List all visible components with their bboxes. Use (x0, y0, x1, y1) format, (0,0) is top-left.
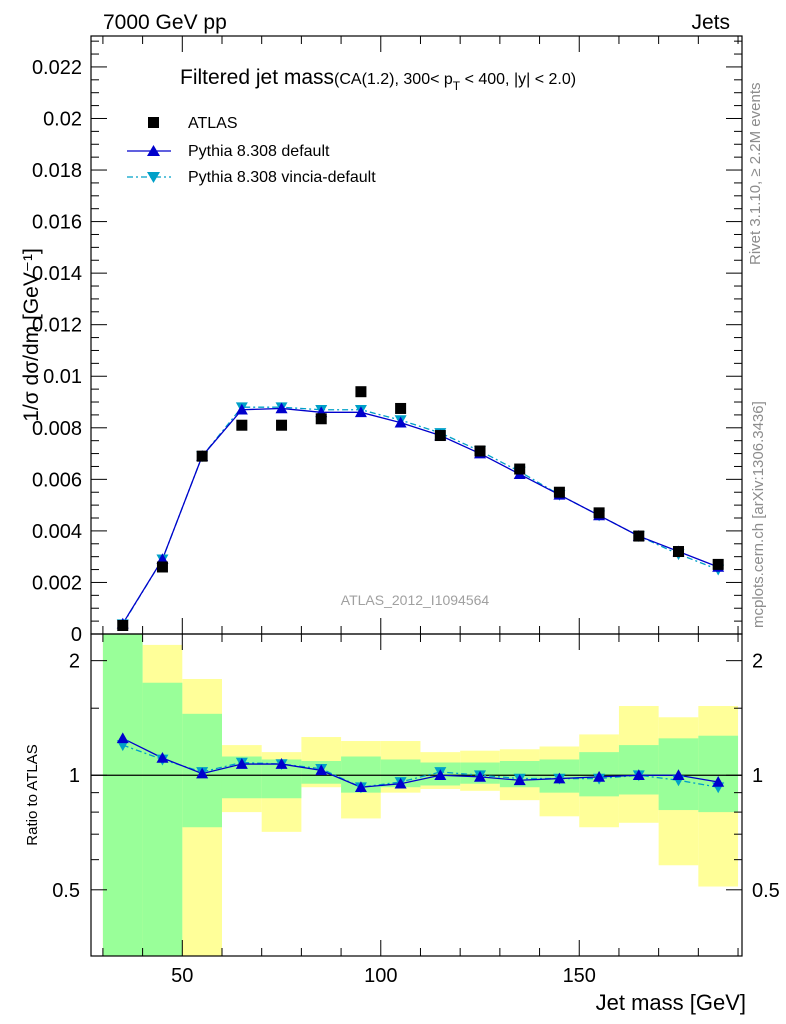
atlas-point (672, 546, 684, 558)
main-y-tick-label: 0.02 (43, 108, 82, 130)
axes: 0 0.002 0.004 0.006 0.008 0.01 0.012 0.014 0.016… (32, 36, 780, 987)
atlas-point (553, 486, 565, 498)
main-y-tick-label: 0.014 (32, 263, 82, 285)
default-line (122, 407, 719, 625)
ratio-default-point (315, 764, 328, 776)
ratio-default-point (434, 769, 447, 781)
ratio-default-line (122, 737, 719, 788)
band-inner-15 (698, 735, 739, 813)
ratio-vincia-line (122, 744, 719, 788)
band-inner-1 (142, 682, 183, 956)
ratio-default-point (354, 781, 367, 793)
ratio-y-tick-label-right: 2 (752, 651, 763, 673)
default-point (394, 416, 407, 428)
x-axis-label: Jet mass [GeV] (596, 990, 746, 1015)
atlas-point (355, 386, 367, 398)
ratio-y-tick-label-right: 1 (752, 765, 763, 787)
atlas-point (196, 450, 208, 462)
legend-vincia-marker (147, 172, 160, 183)
main-y-tick-label: 0.016 (32, 212, 82, 234)
legend-default-label: Pythia 8.308 default (188, 143, 330, 160)
main-y-tick-label: 0.018 (32, 160, 82, 182)
ratio-y-tick-label-right: 0.5 (752, 880, 780, 902)
atlas-point (514, 463, 526, 475)
analysis-watermark: ATLAS_2012_I1094564 (341, 592, 490, 608)
ratio-default-point (235, 758, 248, 769)
header-left: 7000 GeV pp (103, 11, 227, 34)
atlas-point (276, 419, 288, 431)
legend-default-marker (147, 145, 160, 156)
ratio-y-tick-label-left: 1 (69, 765, 80, 787)
ratio-default-point (513, 774, 526, 786)
legend-atlas-marker (148, 117, 159, 128)
default-point (354, 406, 367, 418)
ratio-default-point (394, 777, 407, 789)
default-point (235, 403, 248, 415)
x-tick-label: 50 (171, 965, 193, 987)
main-y-tick-label: 0.01 (43, 366, 82, 388)
ratio-default-point (593, 770, 606, 782)
ratio-default-point (553, 772, 566, 784)
ratio-bands (102, 634, 739, 956)
ratio-plot-frame (90, 633, 743, 957)
main-y-tick-label: 0.004 (32, 521, 82, 543)
main-y-tick-label: 0.012 (32, 315, 82, 337)
ratio-default-point (672, 769, 685, 781)
band-inner-0 (102, 634, 143, 956)
ratio-default-point (632, 769, 645, 781)
atlas-point (117, 619, 129, 631)
ratio-default-point (712, 775, 725, 787)
main-y-tick-label: 0.006 (32, 469, 82, 491)
ratio-default-point (116, 732, 129, 744)
vincia-line (122, 406, 719, 625)
main-y-tick-label: 0.002 (32, 572, 82, 594)
ratio-y-tick-label-left: 0.5 (52, 880, 80, 902)
atlas-point (712, 558, 724, 570)
atlas-point (395, 402, 407, 414)
ratio-default-point (196, 767, 209, 779)
main-y-tick-label: 0.022 (32, 57, 82, 79)
chart-marks (91, 386, 742, 794)
atlas-point (236, 419, 248, 431)
mcplots-label: mcplots.cern.ch [arXiv:1306.3436] (750, 401, 767, 628)
legend-atlas-label: ATLAS (188, 115, 238, 132)
main-y-tick-label: 0 (71, 624, 82, 646)
ratio-y-tick-label-left: 2 (69, 651, 80, 673)
atlas-point (315, 413, 327, 425)
atlas-point (633, 530, 645, 542)
rivet-version-label: Rivet 3.1.10, ≥ 2.2M events (747, 83, 764, 266)
main-y-tick-label: 0.008 (32, 418, 82, 440)
atlas-point (593, 507, 605, 519)
atlas-point (434, 430, 446, 442)
ratio-default-point (156, 751, 169, 763)
atlas-point (156, 561, 168, 573)
default-point (275, 402, 288, 414)
atlas-point (474, 445, 486, 457)
plot-title: Filtered jet mass(CA(1.2), 300< pT < 400… (180, 66, 576, 93)
legend: ATLAS Pythia 8.308 default Pythia 8.308 … (127, 115, 376, 186)
ratio-y-axis-label: Ratio to ATLAS (24, 744, 41, 845)
ratio-default-point (474, 770, 487, 782)
default-point (156, 553, 169, 565)
x-tick-label: 100 (364, 965, 397, 987)
x-tick-label: 150 (563, 965, 596, 987)
ratio-default-point (275, 758, 288, 769)
main-y-axis-label: 1/σ dσ/dm [GeV⁻¹] (20, 248, 43, 422)
header-right: Jets (691, 11, 730, 34)
legend-vincia-label: Pythia 8.308 vincia-default (188, 169, 376, 186)
